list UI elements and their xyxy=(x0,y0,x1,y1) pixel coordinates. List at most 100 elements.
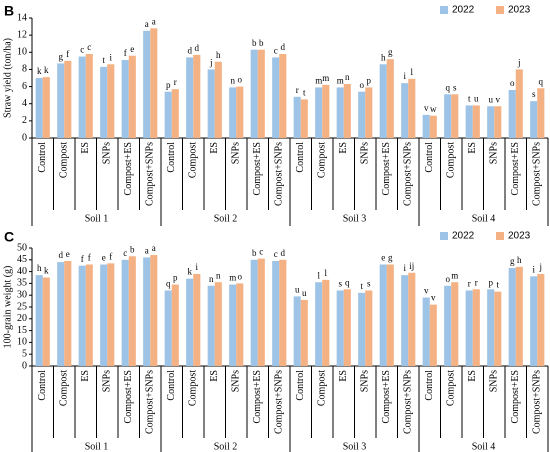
bar xyxy=(408,272,416,366)
bar xyxy=(336,290,344,366)
bar xyxy=(214,282,222,366)
bar xyxy=(451,94,459,138)
bar xyxy=(171,89,179,138)
significance-letter: r xyxy=(468,279,471,289)
bar xyxy=(143,30,151,138)
bar xyxy=(386,264,394,366)
bar xyxy=(322,84,330,138)
significance-letter: u xyxy=(295,284,300,294)
x-tick-label: Control xyxy=(295,370,306,401)
bar xyxy=(78,265,86,366)
bar xyxy=(42,277,50,366)
bar xyxy=(343,289,351,366)
x-tick-label: SNPs xyxy=(102,370,113,392)
y-tick-label: 5 xyxy=(22,348,27,359)
x-tick-label: SNPs xyxy=(231,370,242,392)
bar xyxy=(515,266,523,366)
significance-letter: e xyxy=(102,253,106,263)
significance-letter: e xyxy=(130,44,134,54)
significance-letter: j xyxy=(209,57,213,67)
x-tick-label: Control xyxy=(37,142,48,173)
x-tick-label: Compost+ES xyxy=(252,370,263,423)
group-label: Soil 4 xyxy=(472,441,496,452)
significance-letter: g xyxy=(510,256,515,266)
x-tick-label: Compost xyxy=(188,370,199,406)
y-tick-label: 12 xyxy=(17,29,27,40)
bar xyxy=(451,282,459,366)
bar xyxy=(85,264,93,366)
x-tick-label: Compost+SNPs xyxy=(274,370,285,434)
bar xyxy=(207,285,215,366)
x-tick-label: Compost+ES xyxy=(123,142,134,195)
significance-letter: o xyxy=(510,78,515,88)
bar xyxy=(508,268,516,366)
significance-letter: d xyxy=(281,248,286,258)
bar xyxy=(422,297,430,366)
significance-letter: c xyxy=(274,249,278,259)
x-tick-label: Compost xyxy=(317,370,328,406)
x-tick-label: SNPs xyxy=(489,142,500,164)
significance-letter: e xyxy=(66,249,70,259)
bar xyxy=(279,259,287,366)
x-tick-label: Compost xyxy=(446,142,457,178)
x-tick-label: Compost xyxy=(446,370,457,406)
bar xyxy=(35,78,43,138)
x-tick-label: ES xyxy=(467,142,478,154)
x-tick-label: Control xyxy=(166,142,177,173)
significance-letter: s xyxy=(453,82,457,92)
bar xyxy=(336,87,344,138)
y-tick-label: 0 xyxy=(22,132,27,143)
significance-letter: t xyxy=(102,55,105,65)
y-axis-label: Straw yield (ton/ha) xyxy=(2,38,13,118)
bar xyxy=(365,87,373,138)
bar xyxy=(358,91,366,138)
significance-letter: f xyxy=(109,251,112,261)
bar xyxy=(57,63,65,138)
bar xyxy=(494,106,502,138)
bar xyxy=(150,28,158,139)
x-tick-label: Compost+ES xyxy=(252,142,263,195)
bar xyxy=(300,99,308,138)
bar xyxy=(537,88,545,138)
legend-label: 2022 xyxy=(452,5,475,16)
bar xyxy=(429,115,437,138)
significance-letter: i xyxy=(403,71,406,81)
y-tick-label: 8 xyxy=(22,64,27,75)
significance-letter: f xyxy=(81,254,84,264)
significance-letter: h xyxy=(216,50,221,60)
significance-letter: s xyxy=(367,279,371,289)
x-tick-label: Compost xyxy=(317,142,328,178)
bar xyxy=(257,258,265,366)
bar xyxy=(293,96,301,138)
significance-letter: k xyxy=(187,267,192,277)
x-tick-label: ES xyxy=(209,370,220,382)
y-tick-label: 4 xyxy=(22,98,27,109)
bar xyxy=(379,64,387,138)
bar xyxy=(530,101,538,138)
bar xyxy=(100,264,108,366)
significance-letter: a xyxy=(152,16,156,26)
significance-letter: w xyxy=(430,104,437,114)
y-tick-label: 50 xyxy=(17,242,27,253)
bar xyxy=(429,304,437,366)
significance-letter: v xyxy=(431,293,436,303)
x-tick-label: Control xyxy=(424,370,435,401)
y-tick-label: 0 xyxy=(22,360,27,371)
bar xyxy=(186,278,194,366)
significance-letter: e xyxy=(381,253,385,263)
significance-letter: b xyxy=(252,38,257,48)
significance-letter: n xyxy=(345,72,350,82)
bar xyxy=(57,262,65,366)
bar xyxy=(472,289,480,366)
significance-letter: u xyxy=(474,93,479,103)
significance-letter: t xyxy=(360,281,363,291)
bar xyxy=(508,90,516,138)
bar xyxy=(78,56,86,139)
significance-letter: l xyxy=(411,67,414,77)
bar xyxy=(128,55,136,138)
significance-letter: s xyxy=(532,89,536,99)
legend-label: 2023 xyxy=(508,231,531,242)
significance-letter: ij xyxy=(409,261,414,271)
bar xyxy=(64,60,72,138)
legend-label: 2022 xyxy=(452,231,475,242)
